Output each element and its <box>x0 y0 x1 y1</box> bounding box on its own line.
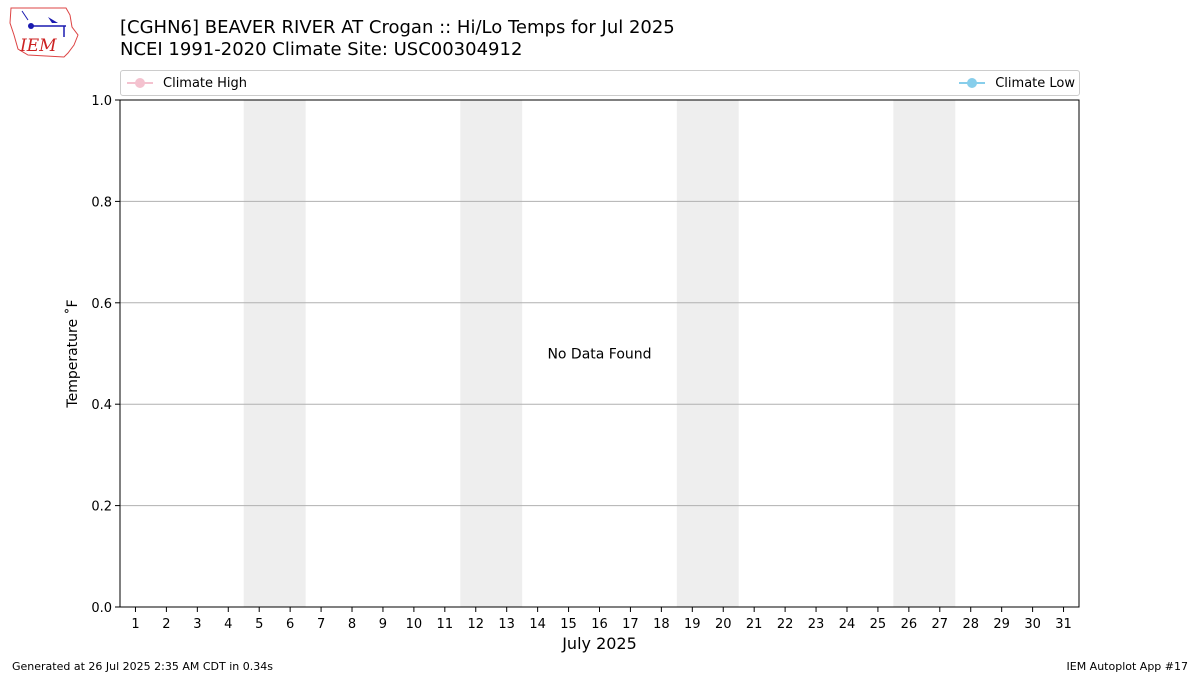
x-tick-label-13: 14 <box>529 617 546 632</box>
iem-logo-graphic: IEM <box>9 7 79 58</box>
chart-subtitle: NCEI 1991-2020 Climate Site: USC00304912 <box>120 39 523 60</box>
x-tick-label-17: 18 <box>653 617 670 632</box>
x-tick-label-28: 29 <box>993 617 1010 632</box>
x-tick-label-24: 25 <box>870 617 887 632</box>
x-tick-label-16: 17 <box>622 617 639 632</box>
y-axis-label: Temperature ˚F <box>64 299 81 408</box>
x-tick-label-7: 8 <box>348 617 356 632</box>
x-tick-label-19: 20 <box>715 617 732 632</box>
x-tick-label-8: 9 <box>379 617 387 632</box>
x-tick-label-0: 1 <box>131 617 139 632</box>
y-tick-label-5: 1.0 <box>91 94 112 109</box>
logo-text: IEM <box>19 36 57 56</box>
legend: Climate High Climate Low <box>120 70 1080 96</box>
x-tick-label-18: 19 <box>684 617 701 632</box>
weekend-bands <box>243 100 956 607</box>
weekend-band-3 <box>893 100 956 607</box>
footer-app: IEM Autoplot App #17 <box>1066 660 1189 673</box>
x-tick-label-6: 7 <box>317 617 325 632</box>
y-tick-label-3: 0.6 <box>91 297 112 312</box>
y-tick-label-2: 0.4 <box>91 398 112 413</box>
x-tick-label-27: 28 <box>962 617 979 632</box>
footer-generated: Generated at 26 Jul 2025 2:35 AM CDT in … <box>12 660 273 673</box>
y-tick-label-0: 0.0 <box>91 601 112 616</box>
weekend-band-1 <box>460 100 523 607</box>
iem-logo: IEM <box>8 5 80 59</box>
x-tick-label-3: 4 <box>224 617 232 632</box>
x-tick-label-29: 30 <box>1024 617 1041 632</box>
x-tick-label-1: 2 <box>162 617 170 632</box>
chart-title: [CGHN6] BEAVER RIVER AT Crogan :: Hi/Lo … <box>120 17 675 38</box>
legend-item-climate-high: Climate High <box>125 71 247 95</box>
x-tick-label-26: 27 <box>932 617 949 632</box>
weekend-band-2 <box>676 100 739 607</box>
no-data-annotation: No Data Found <box>547 347 651 363</box>
x-tick-label-30: 31 <box>1055 617 1072 632</box>
x-tick-label-12: 13 <box>498 617 515 632</box>
y-axis-ticks: 0.0 0.2 0.4 0.6 0.8 1.0 <box>91 94 120 616</box>
x-tick-label-14: 15 <box>560 617 577 632</box>
x-tick-label-22: 23 <box>808 617 825 632</box>
x-tick-label-21: 22 <box>777 617 794 632</box>
x-tick-label-11: 12 <box>467 617 484 632</box>
x-tick-label-9: 10 <box>406 617 423 632</box>
legend-label-climate-low: Climate Low <box>995 75 1075 91</box>
y-tick-label-4: 0.8 <box>91 195 112 210</box>
x-tick-label-2: 3 <box>193 617 201 632</box>
legend-item-climate-low: Climate Low <box>957 71 1075 95</box>
x-tick-label-15: 16 <box>591 617 608 632</box>
legend-swatch-climate-high <box>125 71 155 95</box>
x-tick-label-23: 24 <box>839 617 856 632</box>
x-axis-label: July 2025 <box>561 634 637 653</box>
y-tick-label-1: 0.2 <box>91 500 112 515</box>
x-tick-label-5: 6 <box>286 617 294 632</box>
x-axis-ticks: 1 2 3 4 5 6 7 8 9 10 11 12 13 14 15 16 17 18 19 20 21 22 23 24 2… <box>131 607 1072 632</box>
x-tick-label-4: 5 <box>255 617 263 632</box>
x-tick-label-10: 11 <box>437 617 454 632</box>
legend-swatch-climate-low <box>957 71 987 95</box>
weekend-band-0 <box>243 100 306 607</box>
legend-label-climate-high: Climate High <box>163 75 248 91</box>
x-tick-label-25: 26 <box>901 617 918 632</box>
x-tick-label-20: 21 <box>746 617 763 632</box>
